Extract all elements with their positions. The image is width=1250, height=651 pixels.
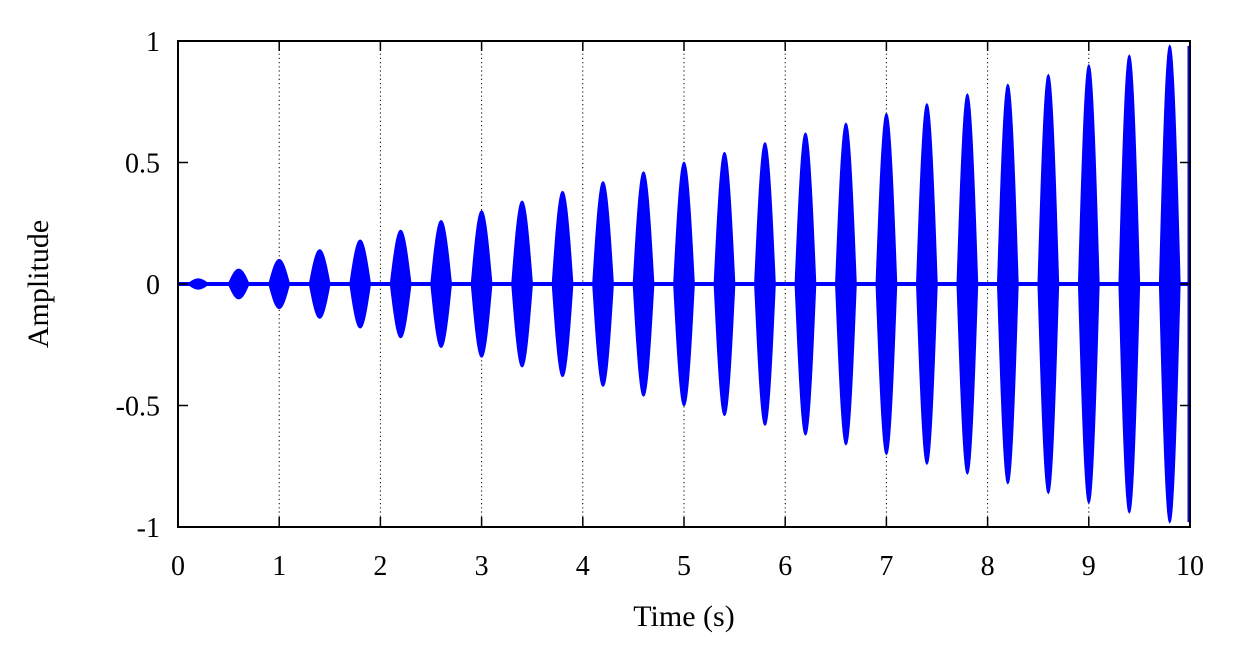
- signal-lobe: [389, 229, 412, 339]
- x-tick-label: 4: [576, 551, 590, 582]
- signal-lobe: [1158, 44, 1181, 524]
- signal-lobe: [835, 122, 857, 446]
- signal-lobe: [632, 171, 655, 397]
- y-axis-title: Amplitude: [22, 220, 55, 348]
- y-tick-label: 0: [146, 270, 160, 301]
- signal-lobe: [1077, 63, 1100, 505]
- tick-layer: [177, 40, 1191, 528]
- label-layer: 0 1 2 3 4 5 6 7 8 9 10 1 0.5 0 -0.5 -1: [116, 27, 1204, 582]
- signal-lobe: [673, 161, 695, 407]
- signal-lobe: [349, 239, 372, 329]
- signal-lobe: [875, 112, 898, 456]
- x-tick-label: 9: [1082, 551, 1096, 582]
- signal-layer: [178, 44, 1191, 524]
- signal-lobe: [754, 141, 776, 427]
- signal-lobe: [551, 190, 574, 378]
- signal-lobe: [592, 180, 614, 388]
- x-tick-label: 3: [475, 551, 489, 582]
- signal-lobe: [956, 93, 979, 475]
- signal-lobe: [1037, 73, 1060, 495]
- signal-lobe: [713, 151, 736, 417]
- signal-lobe: [794, 132, 817, 436]
- x-tick-label: 6: [778, 551, 792, 582]
- x-tick-label: 2: [373, 551, 387, 582]
- signal-lobe: [996, 83, 1019, 485]
- x-tick-label: 10: [1176, 551, 1204, 582]
- signal-lobe: [470, 210, 493, 358]
- y-tick-label: -1: [137, 513, 160, 544]
- signal-lobe: [308, 249, 331, 319]
- y-tick-label: -0.5: [116, 392, 160, 423]
- signal-lobe: [1118, 54, 1141, 514]
- x-tick-label: 0: [171, 551, 185, 582]
- x-tick-label: 1: [272, 551, 286, 582]
- y-tick-label: 0.5: [125, 149, 160, 180]
- x-tick-label: 8: [981, 551, 995, 582]
- x-tick-label: 7: [879, 551, 893, 582]
- signal-lobe: [186, 278, 210, 290]
- signal-lobe: [268, 258, 291, 310]
- y-tick-label: 1: [146, 27, 160, 58]
- signal-lobe: [511, 200, 533, 368]
- x-tick-label: 5: [677, 551, 691, 582]
- signal-lobe: [430, 219, 452, 349]
- signal-lobe: [916, 102, 938, 466]
- x-axis-title: Time (s): [633, 600, 734, 633]
- signal-lobe: [227, 268, 250, 300]
